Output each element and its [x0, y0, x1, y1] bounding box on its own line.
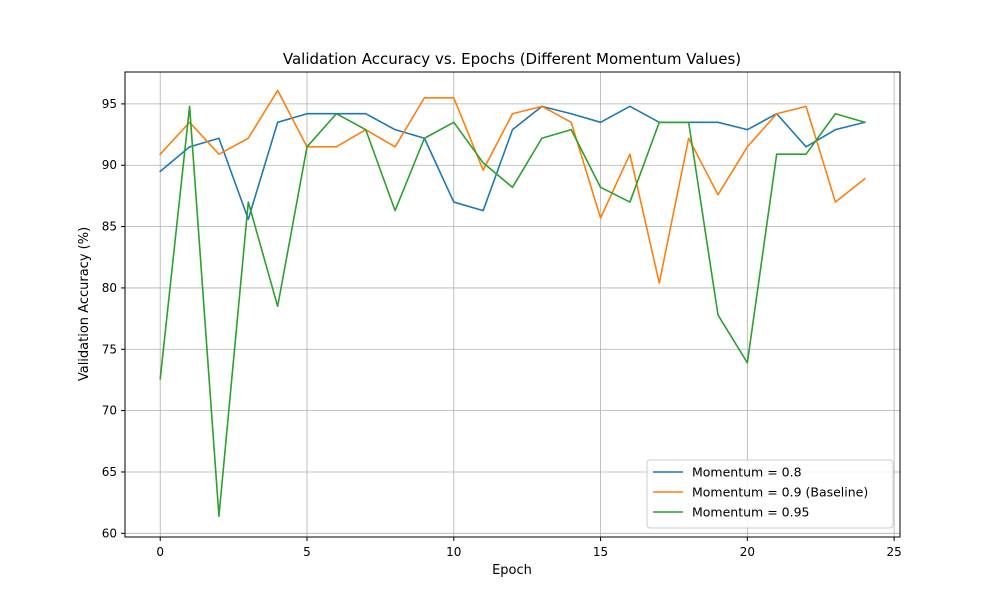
y-axis-ticks: 60 65 70 75 80 85 90 95: [102, 97, 125, 540]
plot-frame: [124, 71, 901, 538]
y-tick-label: 95: [102, 97, 117, 111]
legend-label-1: Momentum = 0.9 (Baseline): [692, 485, 868, 500]
x-tick-label: 20: [740, 545, 755, 559]
chart-title: Validation Accuracy vs. Epochs (Differen…: [283, 50, 741, 68]
legend: Momentum = 0.8 Momentum = 0.9 (Baseline) M…: [646, 459, 894, 529]
x-tick-label: 10: [446, 545, 461, 559]
y-tick-label: 60: [102, 526, 117, 540]
x-axis-ticks: 0 5 10 15 20 25: [156, 537, 902, 559]
y-tick-label: 75: [102, 342, 117, 356]
x-tick-label: 5: [303, 545, 311, 559]
x-tick-label: 0: [156, 545, 164, 559]
y-tick-label: 80: [102, 281, 117, 295]
legend-box: [646, 459, 894, 529]
legend-label-2: Momentum = 0.95: [692, 505, 809, 520]
series-line-0: [159, 105, 866, 221]
x-axis-label: Epoch: [492, 563, 532, 578]
series-lines: [159, 89, 866, 517]
y-tick-label: 70: [102, 404, 117, 418]
y-tick-label: 65: [102, 465, 117, 479]
y-tick-label: 90: [102, 158, 117, 172]
legend-label-0: Momentum = 0.8: [692, 465, 802, 480]
y-tick-label: 85: [102, 220, 117, 234]
series-line-1: [159, 89, 866, 284]
grid: [125, 72, 900, 537]
legend-items: Momentum = 0.8 Momentum = 0.9 (Baseline) M…: [653, 465, 868, 520]
x-tick-label: 25: [886, 545, 901, 559]
y-axis-label: Validation Accuracy (%): [77, 227, 92, 381]
x-tick-label: 15: [593, 545, 608, 559]
series-line-2: [159, 105, 866, 517]
